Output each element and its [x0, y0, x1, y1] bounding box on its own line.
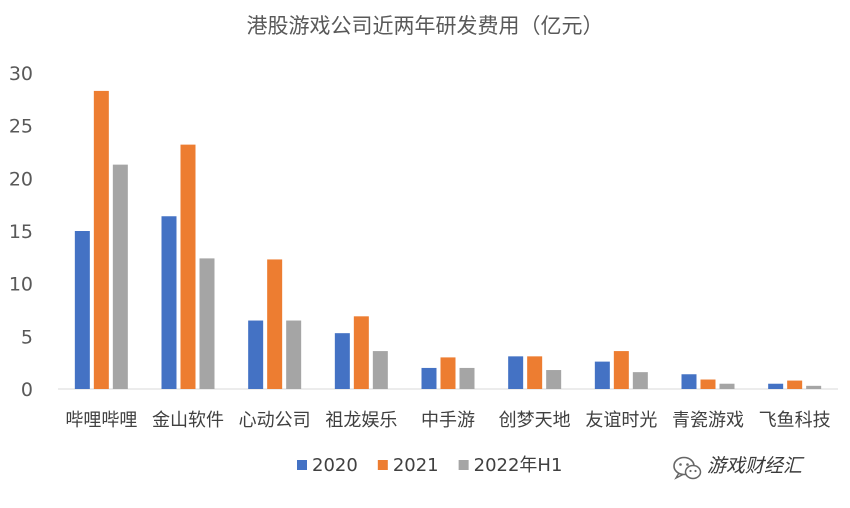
- x-category-label: 祖龙娱乐: [325, 410, 397, 431]
- y-tick-label: 15: [9, 221, 33, 243]
- y-tick-label: 25: [9, 116, 33, 138]
- bar-2022年H1-创梦天地: [546, 370, 562, 389]
- bar-2021-祖龙娱乐: [353, 316, 369, 389]
- legend-label: 2021: [393, 455, 439, 476]
- bar-2022年H1-友谊时光: [632, 372, 648, 389]
- legend: 2020 2021 2022年H1: [297, 455, 562, 476]
- bar-2021-中手游: [440, 357, 456, 389]
- legend-label: 2020: [312, 455, 358, 476]
- y-tick-label: 30: [9, 63, 33, 85]
- chart-title: 港股游戏公司近两年研发费用（亿元）: [247, 14, 604, 38]
- legend-swatch: [458, 460, 469, 470]
- y-tick-label: 20: [9, 168, 33, 190]
- bar-2020-哔哩哔哩: [74, 231, 90, 389]
- bar-2020-祖龙娱乐: [334, 333, 350, 389]
- bar-2022年H1-祖龙娱乐: [372, 351, 388, 389]
- y-tick-label: 0: [21, 379, 33, 401]
- y-tick-label: 5: [21, 326, 33, 348]
- bar-2022年H1-金山软件: [199, 258, 215, 389]
- bar-2022年H1-中手游: [459, 367, 475, 389]
- legend-swatch: [297, 460, 307, 470]
- bar-2020-飞鱼科技: [768, 383, 784, 389]
- bar-2022年H1-心动公司: [286, 320, 302, 389]
- bar-2020-青瓷游戏: [681, 374, 697, 389]
- bar-2022年H1-青瓷游戏: [719, 383, 735, 389]
- x-category-label: 金山软件: [152, 410, 224, 431]
- bar-2020-创梦天地: [508, 356, 524, 389]
- legend-label: 2022年H1: [474, 455, 563, 476]
- bar-2021-飞鱼科技: [787, 380, 803, 389]
- bars-group: [74, 90, 822, 389]
- x-axis-category-labels: 哔哩哔哩 金山软件 心动公司 祖龙娱乐 中手游 创梦天地 友谊时光 青瓷游戏 飞鱼科技: [65, 410, 830, 431]
- bar-2021-哔哩哔哩: [93, 90, 109, 389]
- watermark: 游戏财经汇: [673, 455, 805, 480]
- x-category-label: 飞鱼科技: [759, 410, 831, 431]
- bar-2020-友谊时光: [594, 361, 610, 389]
- bar-2021-创梦天地: [527, 356, 543, 389]
- bar-2021-友谊时光: [613, 351, 629, 389]
- bar-2020-中手游: [421, 367, 437, 389]
- legend-swatch: [377, 460, 388, 470]
- x-category-label: 创梦天地: [499, 410, 571, 431]
- bar-2020-金山软件: [161, 216, 177, 389]
- bar-2021-青瓷游戏: [700, 379, 716, 389]
- y-tick-label: 10: [9, 274, 33, 296]
- bar-2022年H1-哔哩哔哩: [112, 164, 128, 389]
- y-axis-ticks: 0 5 10 15 20 25 30: [9, 63, 33, 401]
- x-category-label: 哔哩哔哩: [65, 410, 137, 431]
- wechat-logo-icon: [673, 456, 702, 480]
- bar-2022年H1-飞鱼科技: [806, 385, 822, 389]
- x-category-label: 心动公司: [239, 410, 311, 431]
- bar-2021-金山软件: [180, 144, 196, 389]
- bar-2021-心动公司: [267, 259, 283, 389]
- bar-2020-心动公司: [248, 320, 264, 389]
- watermark-text: 游戏财经汇: [707, 455, 805, 477]
- x-category-label: 中手游: [421, 410, 475, 431]
- x-category-label: 青瓷游戏: [672, 410, 744, 431]
- x-category-label: 友谊时光: [585, 410, 657, 431]
